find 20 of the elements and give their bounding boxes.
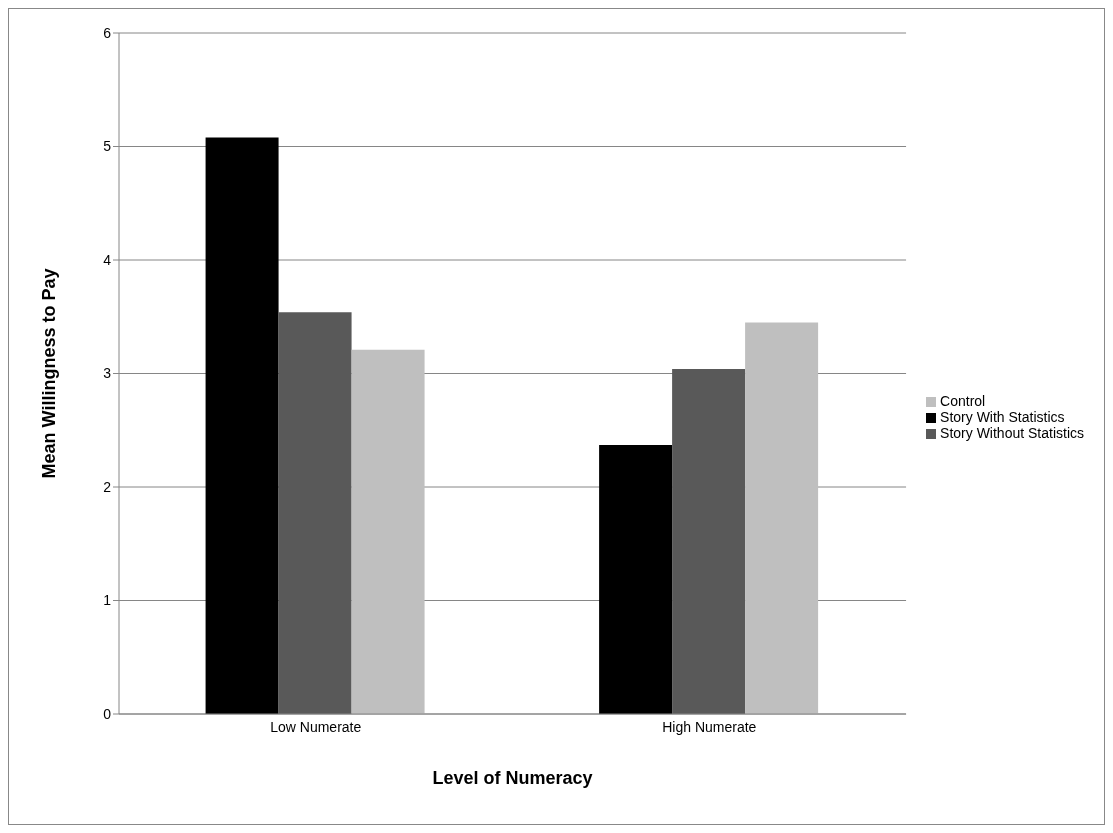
bar xyxy=(351,349,425,714)
y-tick-label: 6 xyxy=(103,24,112,41)
x-axis-title: Level of Numeracy xyxy=(432,768,593,788)
legend-label: Story Without Statistics xyxy=(940,424,1084,441)
y-tick-label: 1 xyxy=(103,592,112,609)
bar xyxy=(745,322,819,714)
y-tick-label: 5 xyxy=(103,138,112,155)
bar xyxy=(599,445,673,714)
bar xyxy=(278,312,352,714)
legend-label: Story With Statistics xyxy=(940,408,1065,425)
y-tick-label: 2 xyxy=(103,478,112,495)
x-tick-label: High Numerate xyxy=(662,718,757,735)
y-tick-label: 0 xyxy=(103,705,112,722)
y-axis-title: Mean Willingness to Pay xyxy=(39,268,60,479)
bar xyxy=(672,368,746,714)
y-tick-label: 4 xyxy=(103,251,112,268)
bar xyxy=(205,137,279,714)
legend-label: Control xyxy=(940,392,986,409)
x-tick-label: Low Numerate xyxy=(270,718,362,735)
y-tick-label: 3 xyxy=(103,365,112,382)
